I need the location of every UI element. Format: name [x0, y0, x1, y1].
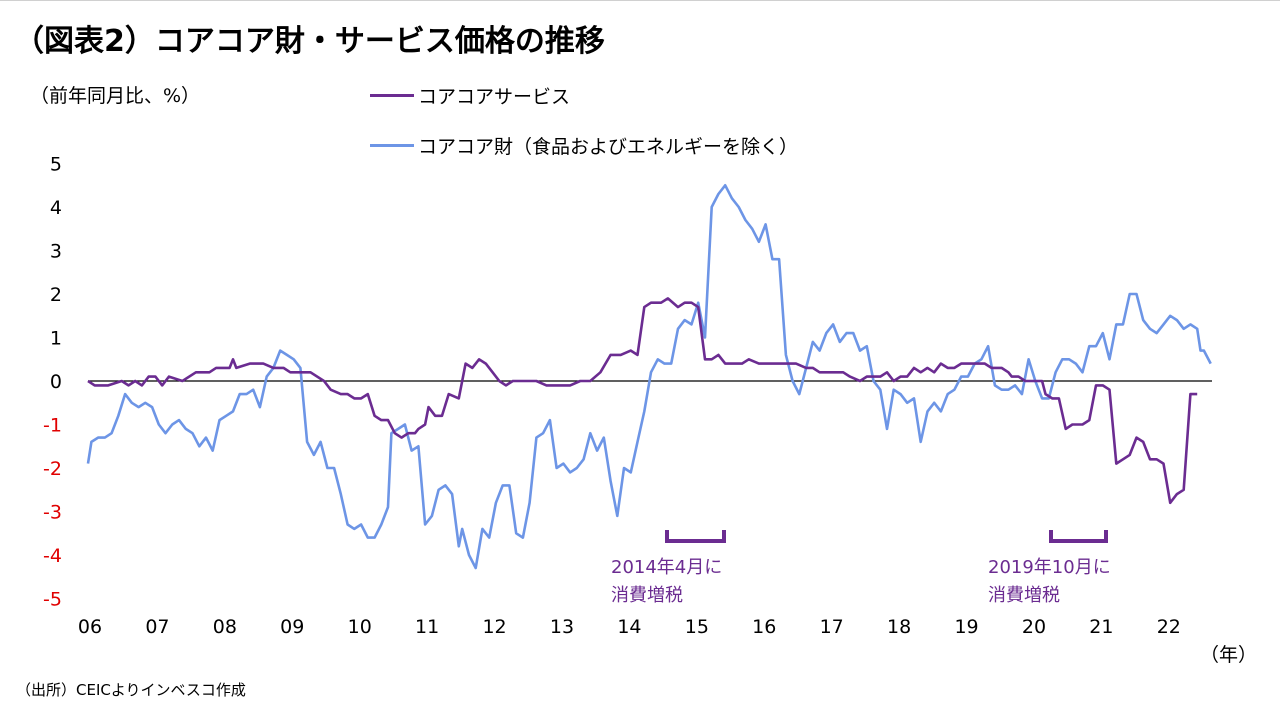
x-tick-label: 19 [954, 616, 978, 638]
annotation-2019-tax-hike: 2019年10月に 消費増税 [988, 554, 1111, 610]
x-tick-label: 07 [145, 616, 169, 638]
y-tick-label: 3 [50, 241, 62, 263]
annotation-2019-line2: 消費増税 [988, 585, 1060, 606]
series-line-services [87, 297, 1198, 505]
y-tick-label: 1 [50, 328, 62, 350]
y-tick-label: -3 [43, 502, 62, 524]
legend-item-goods: コアコア財（食品およびエネルギーを除く） [370, 132, 798, 159]
x-tick-label: 17 [820, 616, 844, 638]
x-tick-label: 14 [617, 616, 641, 638]
source-note: （出所）CEICよりインベスコ作成 [16, 681, 246, 699]
x-tick-label: 11 [415, 616, 439, 638]
y-axis-unit-label: （前年同月比、%） [30, 85, 201, 107]
x-tick-label: 13 [550, 616, 574, 638]
y-tick-label: -4 [43, 545, 62, 567]
legend-item-services: コアコアサービス [370, 82, 570, 109]
x-axis-unit-label: （年） [1200, 644, 1258, 666]
x-tick-label: 15 [685, 616, 709, 638]
y-tick-label: 5 [50, 154, 62, 176]
x-tick-label: 10 [348, 616, 372, 638]
top-border [0, 0, 1280, 1]
legend-label-services: コアコアサービス [418, 86, 571, 108]
y-tick-label: 2 [50, 284, 62, 306]
x-tick-label: 06 [78, 616, 102, 638]
x-tick-label: 20 [1022, 616, 1046, 638]
y-tick-label: 4 [50, 197, 62, 219]
annotation-2014-line2: 消費増税 [611, 585, 683, 606]
x-tick-label: 09 [280, 616, 304, 638]
y-tick-label: 0 [50, 371, 62, 393]
bracket-2019 [1049, 530, 1108, 543]
x-tick-label: 18 [887, 616, 911, 638]
annotation-2019-line1: 2019年10月に [988, 557, 1111, 578]
x-tick-label: 08 [213, 616, 237, 638]
series-line-goods [86, 184, 1212, 570]
legend-swatch-goods [370, 144, 414, 147]
annotation-2014-tax-hike: 2014年4月に 消費増税 [611, 554, 722, 610]
x-tick-label: 16 [752, 616, 776, 638]
y-tick-label: -2 [43, 458, 62, 480]
x-tick-label: 21 [1089, 616, 1113, 638]
y-tick-label: -1 [43, 415, 62, 437]
annotation-2014-line1: 2014年4月に [611, 557, 723, 578]
legend-label-goods: コアコア財（食品およびエネルギーを除く） [418, 136, 799, 158]
x-tick-label: 22 [1157, 616, 1181, 638]
chart-title: （図表2）コアコア財・サービス価格の推移 [14, 24, 605, 59]
legend-swatch-services [370, 94, 414, 97]
bracket-2014 [665, 530, 726, 543]
y-tick-label: -5 [43, 589, 62, 611]
x-tick-label: 12 [482, 616, 506, 638]
